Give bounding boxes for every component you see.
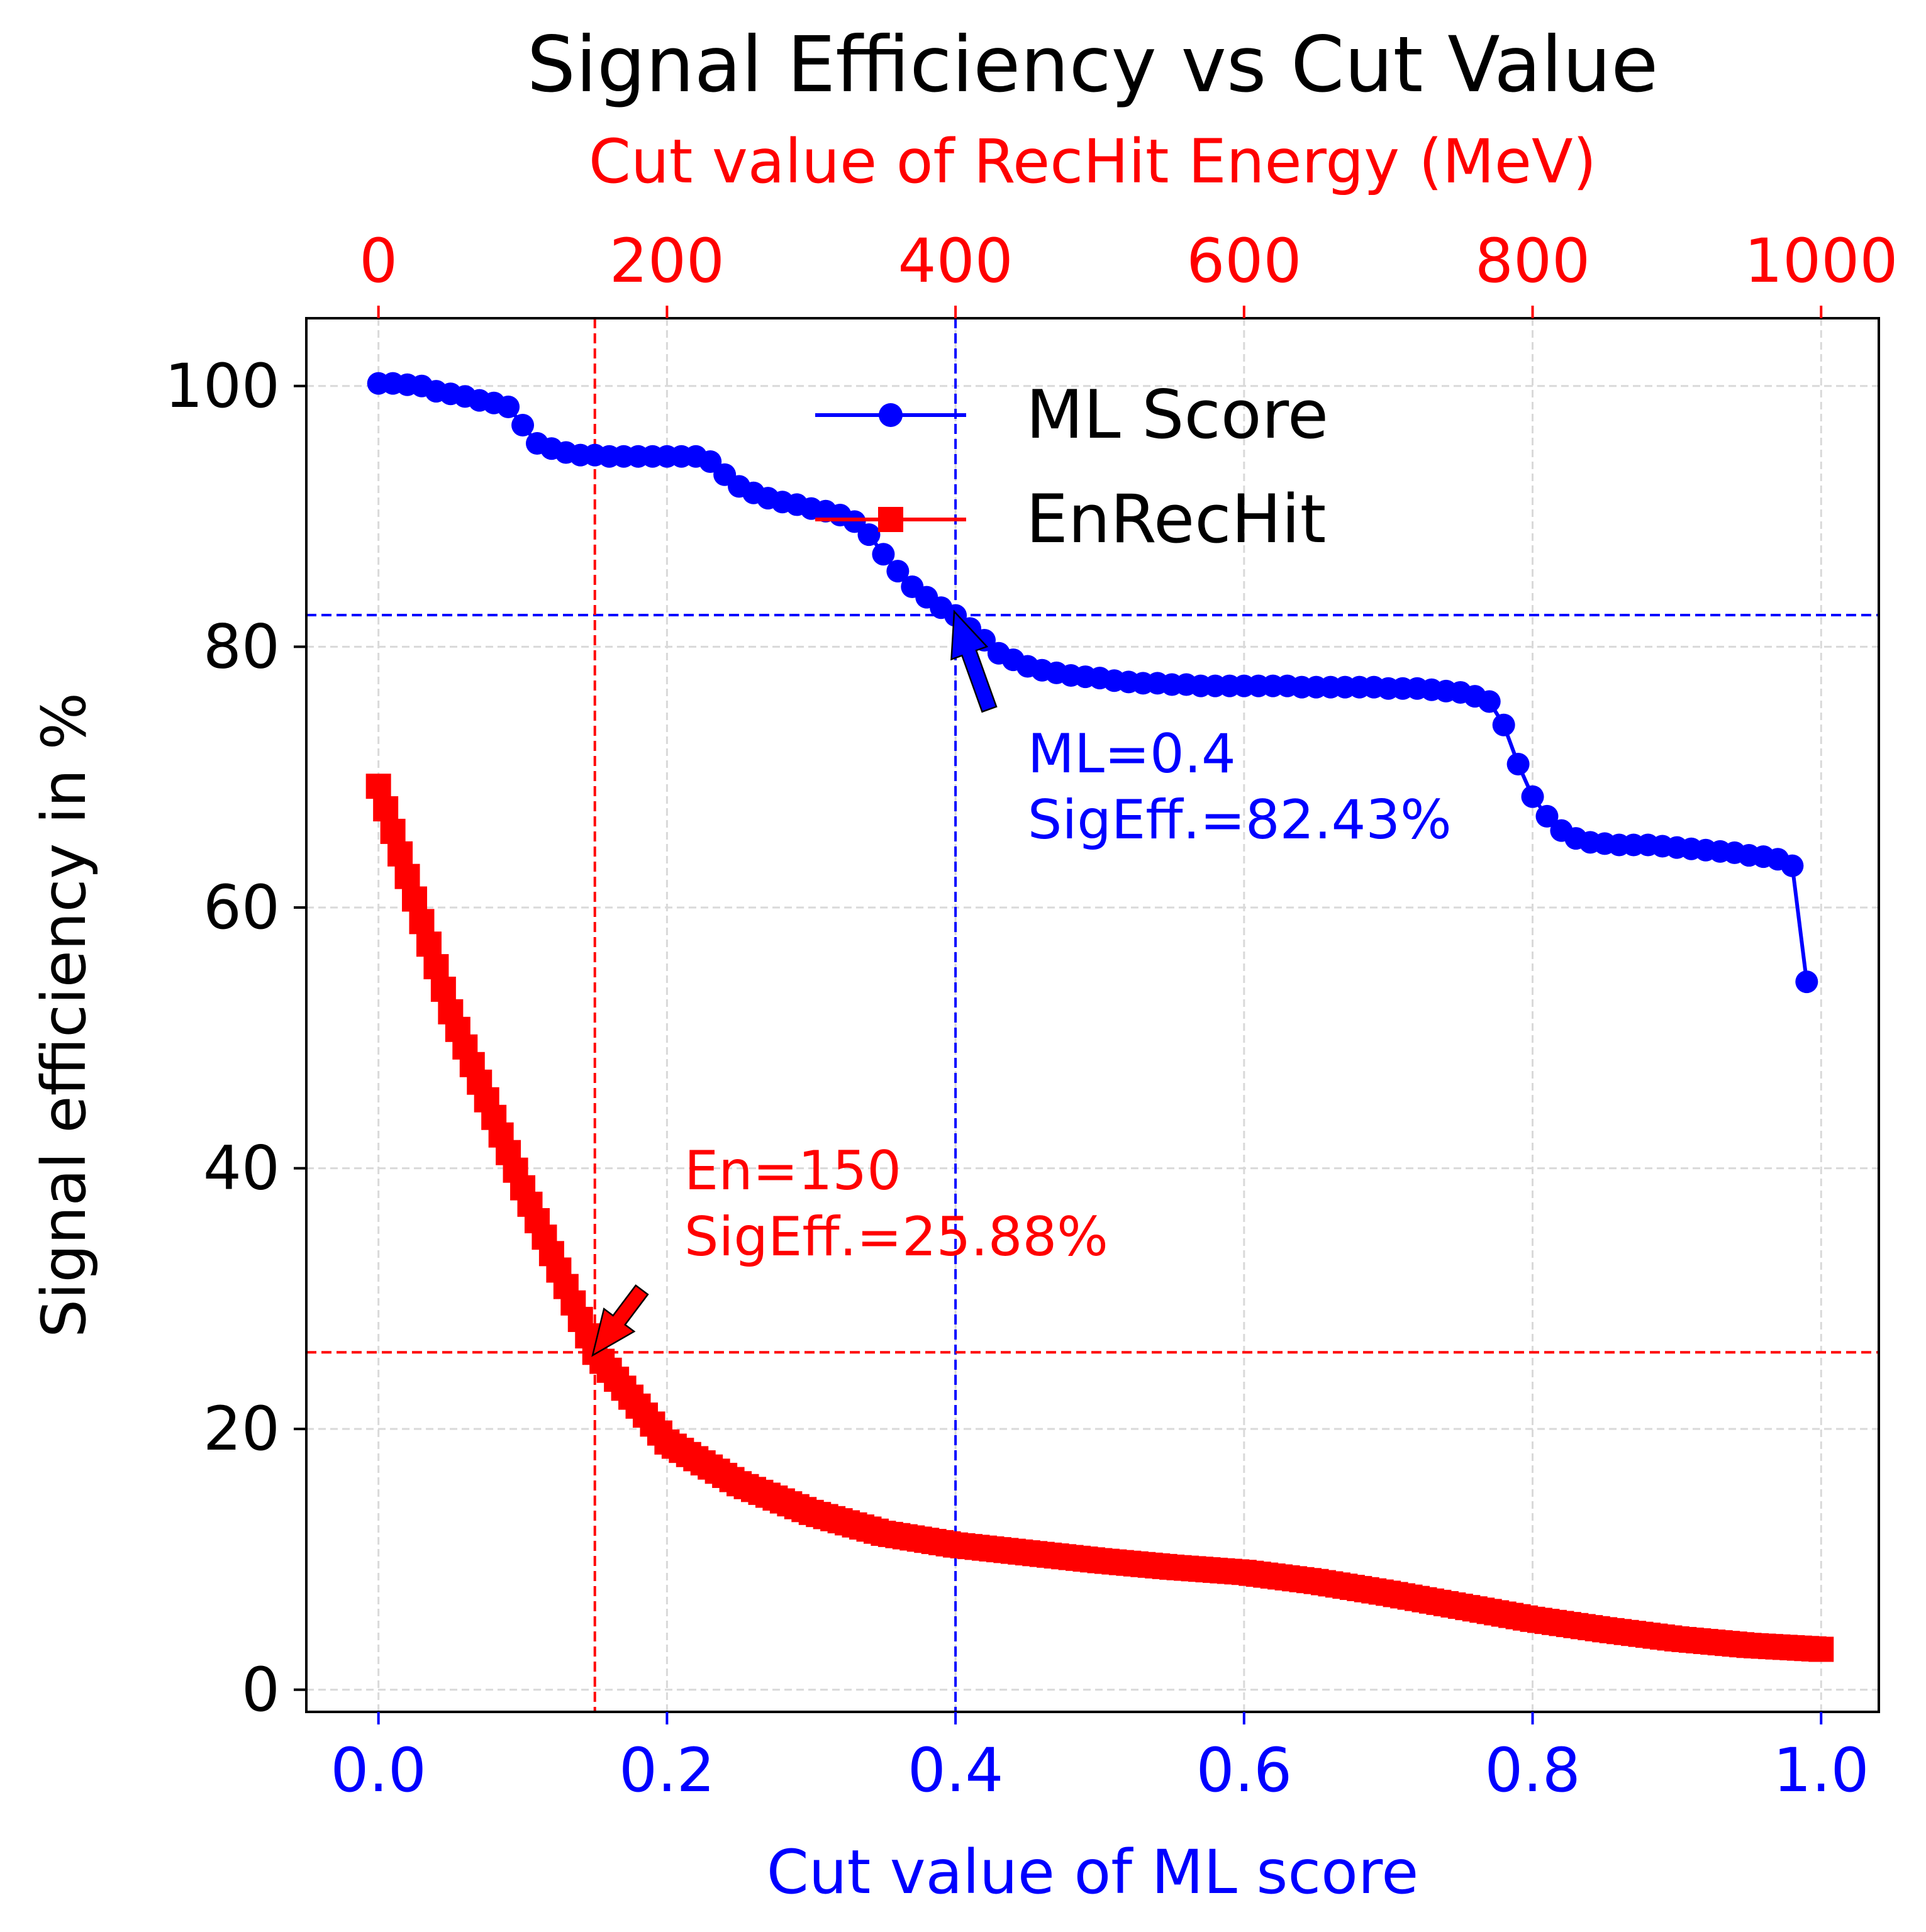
plot-frame [305, 317, 1880, 1713]
x-tick-label: 0.6 [1196, 1735, 1292, 1806]
chart-title: Signal Efficiency vs Cut Value [527, 20, 1659, 109]
legend-marker [878, 507, 903, 532]
ml-score-point [886, 560, 910, 583]
ml-score-point [1535, 804, 1559, 828]
y-tick-label: 60 [203, 872, 280, 943]
annotation-arrow-0 [950, 609, 998, 713]
x-tick-label: 0.4 [908, 1735, 1004, 1806]
x2-tick-label: 200 [610, 226, 725, 296]
enrechit-point [387, 841, 413, 867]
ml-score-point [872, 543, 895, 566]
x2-tick-label: 1000 [1744, 226, 1898, 296]
x-tick-label: 0.2 [619, 1735, 715, 1806]
x-tick-label: 0.0 [330, 1735, 426, 1806]
x2-tick-label: 400 [898, 226, 1013, 296]
enrechit-point [373, 796, 399, 822]
legend-label: EnRecHit [1026, 480, 1326, 558]
ml-score-point [699, 450, 722, 474]
y-tick-label: 40 [203, 1133, 280, 1204]
y-tick-label: 20 [203, 1394, 280, 1464]
x2-tick-label: 800 [1475, 226, 1590, 296]
enrechit-point [365, 774, 391, 799]
ml-score-point [511, 413, 535, 436]
ml-score-point [1795, 970, 1818, 994]
ml-score-point [497, 395, 520, 418]
enrechit-point [430, 976, 456, 1002]
annotation-text: En=150 [684, 1140, 901, 1202]
axes: 0.0 0.2 0.4 0.6 0.8 1.0 0 200 400 600 800 1000 0 20 40… [165, 226, 1898, 1806]
enrechit-point [409, 909, 435, 935]
enrechit-point [380, 818, 406, 844]
ml-score-point [1492, 713, 1515, 736]
x-tick-label: 1.0 [1773, 1735, 1869, 1806]
x2-tick-label: 600 [1186, 226, 1301, 296]
enrechit-point [402, 886, 428, 912]
x2-tick-label: 0 [359, 226, 398, 296]
series [365, 372, 1834, 1662]
enrechit-point [394, 863, 420, 889]
ml-score-point [857, 523, 881, 547]
enrechit-point [416, 931, 442, 957]
annotation-arrow-1 [591, 1284, 649, 1357]
series-enrechit [365, 774, 1834, 1662]
enrechit-point [423, 954, 449, 980]
x-tick-label: 0.8 [1484, 1735, 1581, 1806]
legend-entry-0: ML Score [815, 376, 1328, 453]
legend: ML Score EnRecHit [815, 376, 1328, 558]
y-tick-label: 0 [242, 1655, 280, 1725]
bottom-axis-label: Cut value of ML score [767, 1837, 1419, 1907]
series-ml-score [367, 372, 1818, 994]
annotation-text: SigEff.=82.43% [1028, 789, 1452, 852]
enrechit-point [1808, 1636, 1834, 1662]
legend-entry-1: EnRecHit [815, 480, 1326, 558]
legend-marker [879, 403, 903, 427]
legend-label: ML Score [1026, 376, 1328, 453]
ml-score-point [1506, 752, 1530, 775]
ml-score-point [1478, 690, 1501, 713]
y-tick-label: 100 [165, 351, 280, 421]
ml-score-point [1781, 854, 1804, 877]
annotation-text: SigEff.=25.88% [684, 1206, 1108, 1269]
ml-score-point [1521, 785, 1544, 808]
annotation-text: ML=0.4 [1028, 723, 1236, 786]
reference-lines [306, 318, 1879, 1712]
top-axis-label: Cut value of RecHit Energy (MeV) [589, 126, 1596, 197]
y-tick-label: 80 [203, 611, 280, 682]
y-axis-label: Signal efficiency in % [29, 692, 99, 1338]
ml-score-point [843, 510, 866, 533]
